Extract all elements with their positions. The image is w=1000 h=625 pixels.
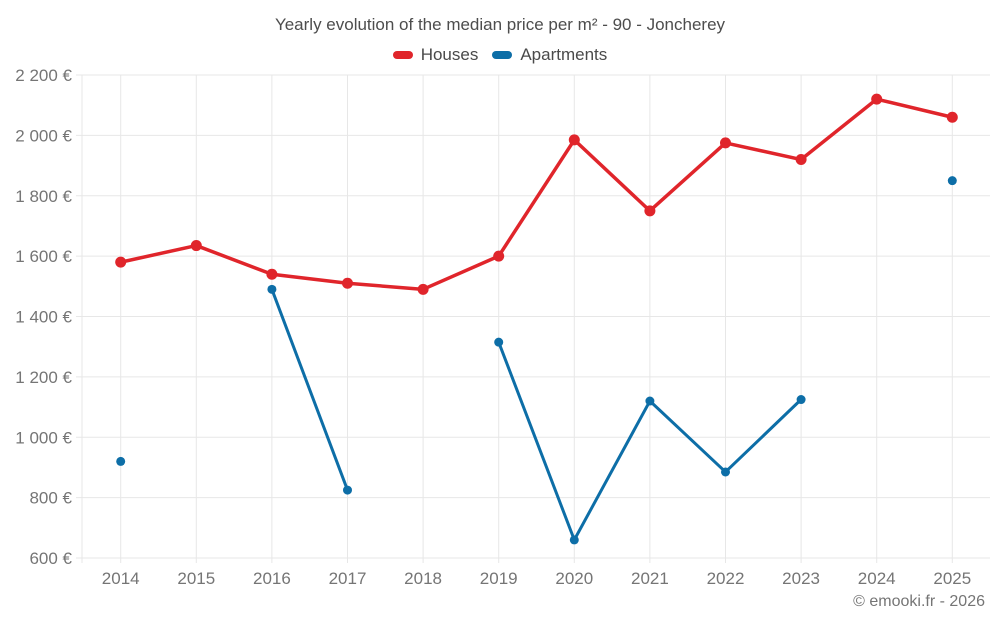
y-tick-label-1400: 1 400 € (15, 308, 72, 327)
legend-item-houses[interactable]: Houses (392, 45, 479, 65)
x-tick-label-2023: 2023 (782, 569, 820, 588)
apartments-point-2014[interactable] (116, 456, 126, 466)
houses-point-2014[interactable] (115, 256, 127, 268)
houses-point-2020[interactable] (568, 134, 580, 146)
apartments-point-2020[interactable] (569, 535, 579, 545)
apartments-point-2023[interactable] (796, 395, 806, 405)
x-tick-label-2015: 2015 (177, 569, 215, 588)
apartments-point-2017[interactable] (343, 485, 352, 495)
x-tick-label-2018: 2018 (404, 569, 442, 588)
legend-label-apartments: Apartments (520, 45, 608, 64)
houses-point-2021[interactable] (644, 205, 656, 217)
houses-legend-swatch (392, 51, 413, 59)
x-tick-label-2014: 2014 (102, 569, 140, 588)
y-tick-label-800: 800 € (29, 489, 72, 508)
y-tick-label-1600: 1 600 € (15, 247, 72, 266)
chart-legend: Houses Apartments (0, 45, 1000, 65)
legend-label-houses: Houses (420, 45, 479, 64)
apartments-point-2025[interactable] (947, 176, 957, 186)
houses-point-2023[interactable] (795, 154, 807, 166)
x-tick-label-2020: 2020 (555, 569, 593, 588)
x-tick-label-2021: 2021 (631, 569, 669, 588)
x-tick-label-2017: 2017 (329, 569, 367, 588)
y-tick-label-1000: 1 000 € (15, 428, 72, 447)
houses-point-2018[interactable] (417, 283, 429, 295)
apartments-series-line (270, 287, 349, 492)
houses-point-2024[interactable] (871, 93, 883, 105)
x-tick-label-2016: 2016 (253, 569, 291, 588)
x-tick-label-2024: 2024 (858, 569, 896, 588)
x-tick-label-2022: 2022 (707, 569, 745, 588)
houses-point-2017[interactable] (342, 277, 353, 289)
y-tick-label-2000: 2 000 € (15, 126, 72, 145)
houses-point-2015[interactable] (190, 240, 202, 252)
houses-point-2019[interactable] (493, 250, 505, 262)
y-tick-label-1200: 1 200 € (15, 368, 72, 387)
apartments-point-2019[interactable] (494, 337, 504, 347)
houses-series-line (118, 97, 955, 292)
apartments-point-2022[interactable] (721, 467, 730, 477)
x-tick-label-2019: 2019 (480, 569, 518, 588)
apartments-legend-swatch (492, 51, 513, 59)
chart-title: Yearly evolution of the median price per… (274, 15, 726, 34)
y-tick-label-600: 600 € (29, 549, 72, 568)
x-tick-label-2025: 2025 (933, 569, 971, 588)
copyright-footer: © emooki.fr - 2026 (853, 593, 985, 610)
houses-point-2022[interactable] (720, 137, 731, 149)
y-tick-label-2200: 2 200 € (15, 66, 72, 85)
houses-point-2025[interactable] (946, 111, 958, 123)
apartments-point-2016[interactable] (267, 284, 277, 294)
apartments-point-2021[interactable] (645, 396, 655, 406)
y-tick-label-1800: 1 800 € (15, 187, 72, 206)
houses-point-2016[interactable] (266, 268, 278, 280)
legend-item-apartments[interactable]: Apartments (492, 45, 607, 65)
